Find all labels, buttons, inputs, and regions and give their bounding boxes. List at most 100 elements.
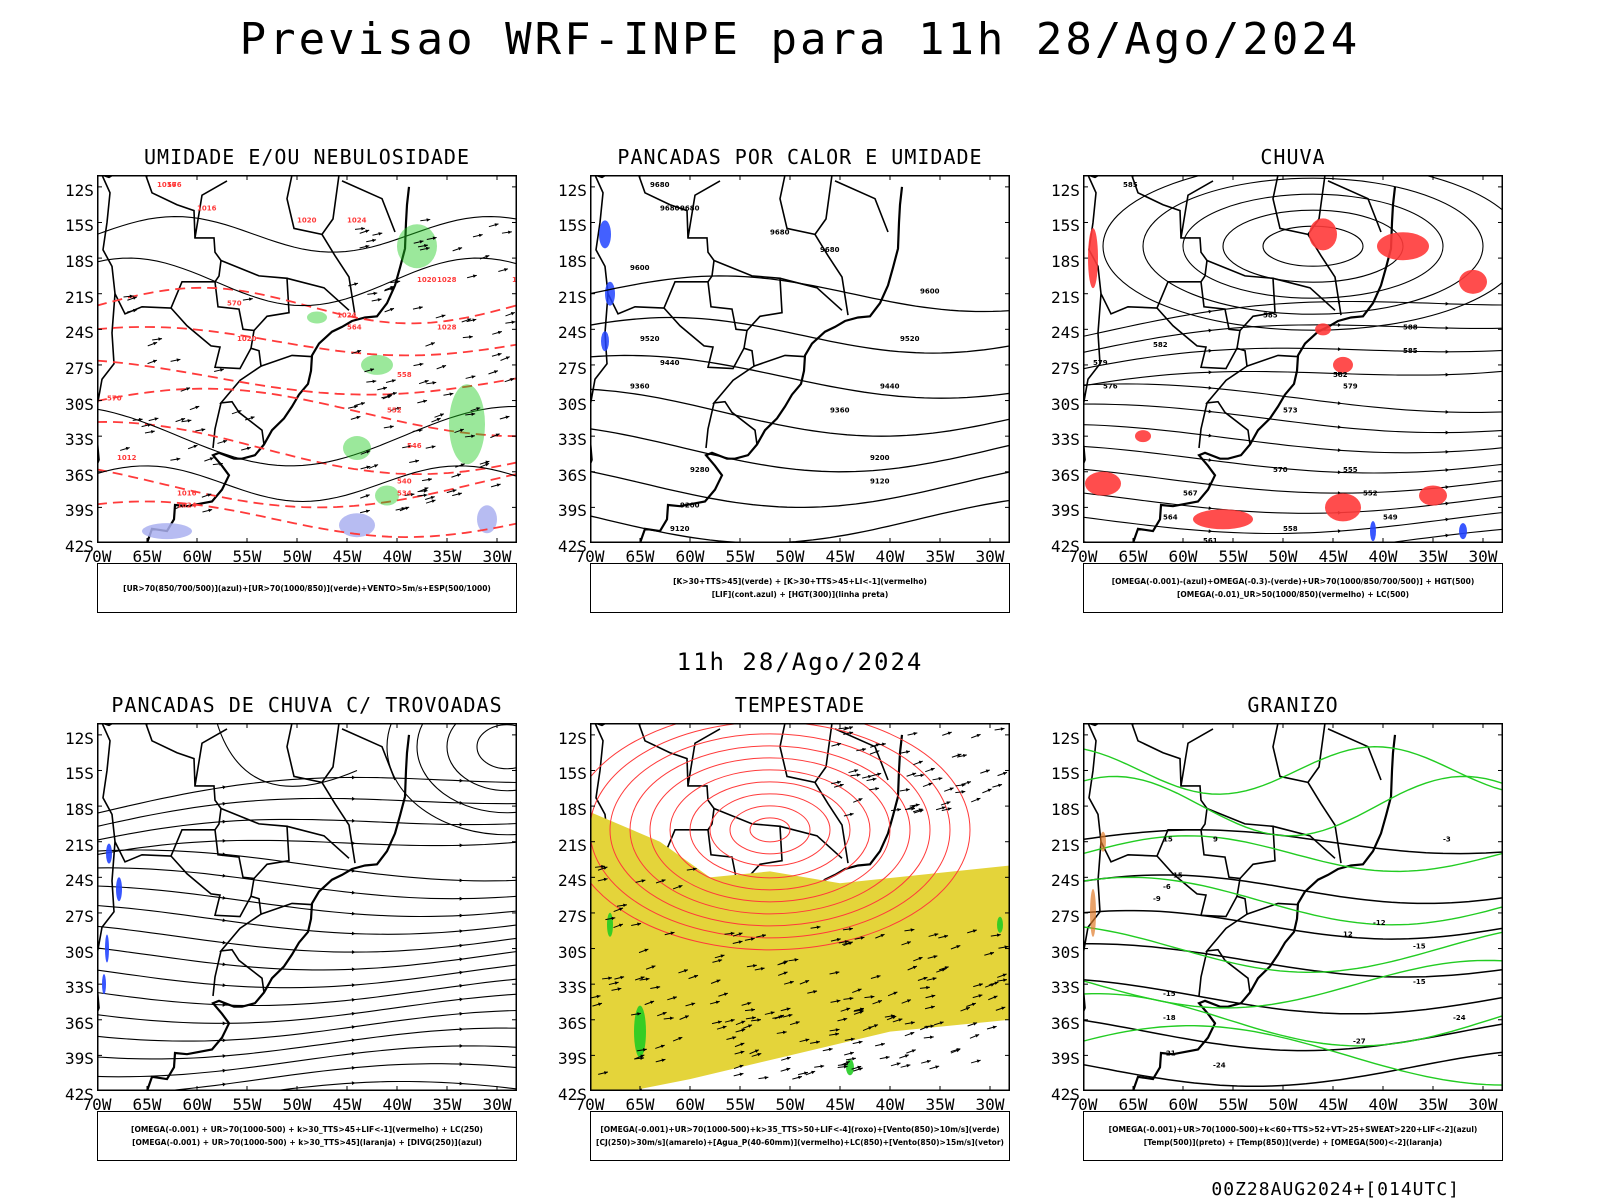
lon-label: 40W	[1368, 547, 1398, 566]
rain-blue-areas-patch	[1370, 521, 1376, 542]
contour-label: 552	[387, 406, 402, 414]
omega-orange-areas-patch	[1090, 888, 1096, 937]
humidity-green-areas-patch	[361, 354, 393, 375]
wind-vector-head	[423, 493, 428, 498]
wind-vector-head	[941, 806, 946, 810]
wind-vector-head	[471, 434, 475, 438]
rain-blue-areas-patch	[1459, 523, 1467, 540]
wind-vector-head	[1002, 973, 1007, 977]
wind-vector-head	[510, 312, 515, 316]
wind-vector-head	[372, 238, 377, 243]
wind-vector-head	[424, 244, 428, 248]
humidity-green-areas-patch	[343, 436, 371, 461]
wind-vector-head	[692, 867, 697, 871]
wind-vector-head	[618, 923, 623, 927]
wind-vector-head	[987, 788, 992, 793]
humidity-green-areas-patch	[397, 224, 437, 269]
humidity-blue-areas-patch	[339, 513, 375, 538]
wind-vector-head	[857, 1065, 862, 1070]
wind-vector-head	[370, 368, 375, 372]
closed-contour	[1102, 175, 1503, 331]
streamline	[97, 947, 517, 971]
contour-label: 1016	[177, 490, 197, 498]
wind-vector-head	[642, 1048, 647, 1052]
lat-label: 15S	[65, 216, 94, 236]
wind-vector-head	[187, 419, 192, 423]
wind-vector-head	[783, 961, 788, 965]
wind-vector-head	[505, 415, 510, 419]
divergence-blue-areas	[102, 843, 122, 995]
lat-label: 27S	[1051, 358, 1080, 378]
wind-vector-head	[365, 229, 370, 233]
lat-label: 27S	[558, 358, 587, 378]
wind-vector-head	[760, 967, 765, 971]
streamline-red	[649, 757, 891, 903]
contour-label: 9520	[640, 335, 660, 343]
omega-orange-areas-patch	[1100, 831, 1106, 852]
temp500-black-line	[1083, 943, 1503, 978]
streamline-arrow	[222, 940, 227, 945]
wind-vector-head	[835, 1028, 840, 1032]
contour-label: 12	[1343, 931, 1353, 939]
streamline-arrow	[351, 868, 356, 873]
thickness-red-dashed-line	[97, 500, 517, 539]
wind-vector-head	[678, 885, 683, 889]
streamline-arrow	[351, 911, 356, 916]
lat-label: 21S	[1051, 835, 1080, 855]
wind-vector-head	[998, 783, 1003, 788]
hgt300-black-line	[590, 275, 1010, 313]
map-area: 12S 15S 18S 21S 24S 27S 30S 33S 36S 39S 42S 70W 65W 6…	[65, 175, 517, 566]
streamline-arrow	[1445, 326, 1450, 330]
wind-vector-head	[730, 931, 735, 936]
wind-vector-head	[717, 1020, 722, 1024]
wind-vector-head	[505, 356, 510, 360]
contour-label: 567	[1183, 490, 1198, 498]
streamline-arrow	[1337, 371, 1342, 376]
streamline-arrow	[459, 913, 464, 918]
wind-vector-head	[377, 298, 382, 302]
wind-vector-head	[923, 976, 928, 981]
contour-label: 1020	[417, 276, 437, 284]
wind-vector-head	[828, 1047, 833, 1052]
streamline-arrow	[222, 785, 227, 790]
lat-label: 36S	[558, 1013, 587, 1033]
wind-vector-head	[374, 464, 379, 468]
wind-vector-head	[471, 412, 476, 416]
temp500-black-line	[1083, 909, 1503, 940]
wind-vector-head	[418, 306, 423, 310]
wind-vector-head	[935, 1065, 940, 1069]
wind-vector-head	[870, 995, 875, 999]
wind-vector-head	[392, 391, 397, 396]
wind-vector-head	[201, 428, 206, 432]
trovoadas-coast	[97, 723, 411, 1091]
wind-vector-head	[431, 499, 436, 503]
closed-contour	[476, 724, 517, 770]
lon-label: 30W	[975, 1095, 1005, 1114]
contour-label: 555	[1343, 466, 1358, 474]
streamline-arrow	[351, 841, 356, 846]
streamline	[1083, 445, 1503, 474]
wind-vector-head	[965, 1007, 970, 1011]
contour-label: 1012	[117, 454, 137, 462]
thickness-red-dashed-line	[97, 359, 517, 396]
streamline-arrow	[1208, 529, 1213, 534]
legend-line: [OMEGA(-0.001) + UR>70(1000-500) + k>30_…	[132, 1138, 482, 1147]
wind-vector-head	[468, 335, 473, 339]
lat-label: 21S	[65, 287, 94, 307]
wind-vector-head	[786, 1067, 791, 1072]
streamline-arrow	[351, 983, 356, 988]
lat-label: 27S	[65, 358, 94, 378]
lat-label: 33S	[1051, 430, 1080, 450]
contour-label: 564	[1163, 513, 1178, 521]
wind-vector-head	[186, 387, 191, 391]
streamline	[97, 818, 517, 841]
umidade-labels: 1016101610201024102810201024102810281024…	[107, 181, 517, 510]
wind-vector-head	[378, 232, 383, 236]
streamline-red	[689, 781, 851, 879]
streamline-arrow	[1208, 482, 1213, 487]
temp850-green-line	[1083, 1025, 1503, 1086]
streamline-arrow	[459, 778, 464, 783]
legend-line: [OMEGA(-0.001)+UR>70(1000-500)+k<60+TTS>…	[1108, 1125, 1478, 1134]
wind-vector-head	[691, 1002, 696, 1006]
lat-label: 36S	[65, 465, 94, 485]
